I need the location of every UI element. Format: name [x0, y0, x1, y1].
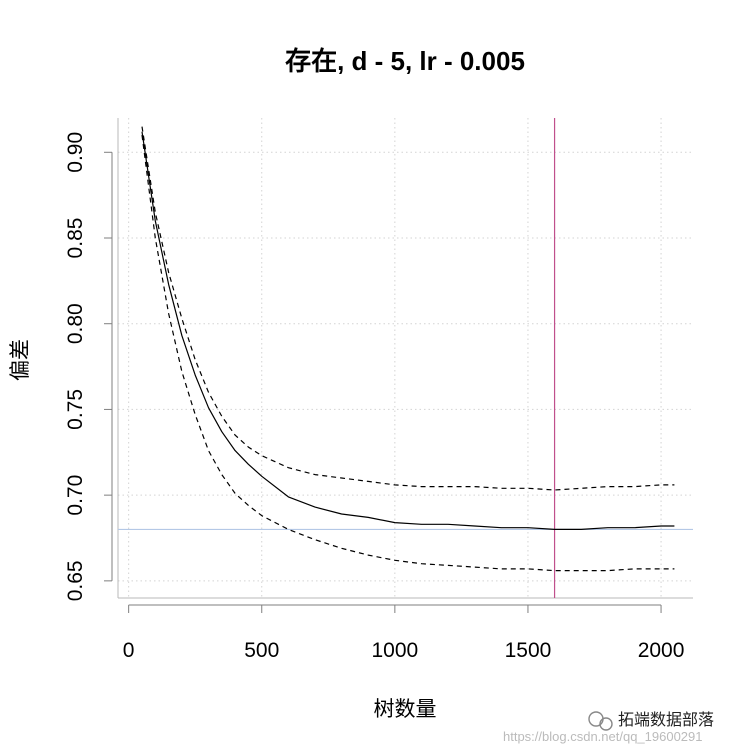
y-tick-label-0: 0.65: [64, 560, 87, 601]
y-tick-label-1: 0.70: [64, 475, 87, 516]
x-tick-label-2: 1000: [371, 639, 418, 662]
y-tick-label-3: 0.80: [64, 303, 87, 344]
y-tick-label-2: 0.75: [64, 389, 87, 430]
series-line-0: [141, 131, 675, 530]
grid: [118, 118, 693, 598]
reference-lines: [118, 118, 693, 598]
x-axis-label: 树数量: [374, 697, 437, 721]
series-line-2: [141, 135, 675, 572]
chart-title: 存在, d - 5, lr - 0.005: [285, 46, 525, 76]
x-tick-label-1: 500: [244, 639, 279, 662]
wechat-icon: [588, 711, 613, 731]
x-tick-label-0: 0: [123, 639, 135, 662]
x-tick-label-4: 2000: [638, 639, 685, 662]
watermark-url: https://blog.csdn.net/qq_19600291: [503, 729, 703, 744]
series-line-1: [141, 126, 675, 491]
x-axis: 0 500 1000 1500 2000: [123, 604, 685, 662]
y-axis: 0.65 0.70 0.75 0.80 0.85 0.90: [64, 132, 113, 601]
y-tick-label-5: 0.90: [64, 132, 87, 173]
y-axis-label: 偏差: [8, 339, 32, 381]
watermark-brand: 拓端数据部落: [618, 710, 714, 729]
x-tick-label-3: 1500: [505, 639, 552, 662]
watermark: 拓端数据部落 https://blog.csdn.net/qq_19600291: [503, 710, 714, 744]
y-tick-label-4: 0.85: [64, 218, 87, 259]
series-lines: [141, 126, 675, 572]
